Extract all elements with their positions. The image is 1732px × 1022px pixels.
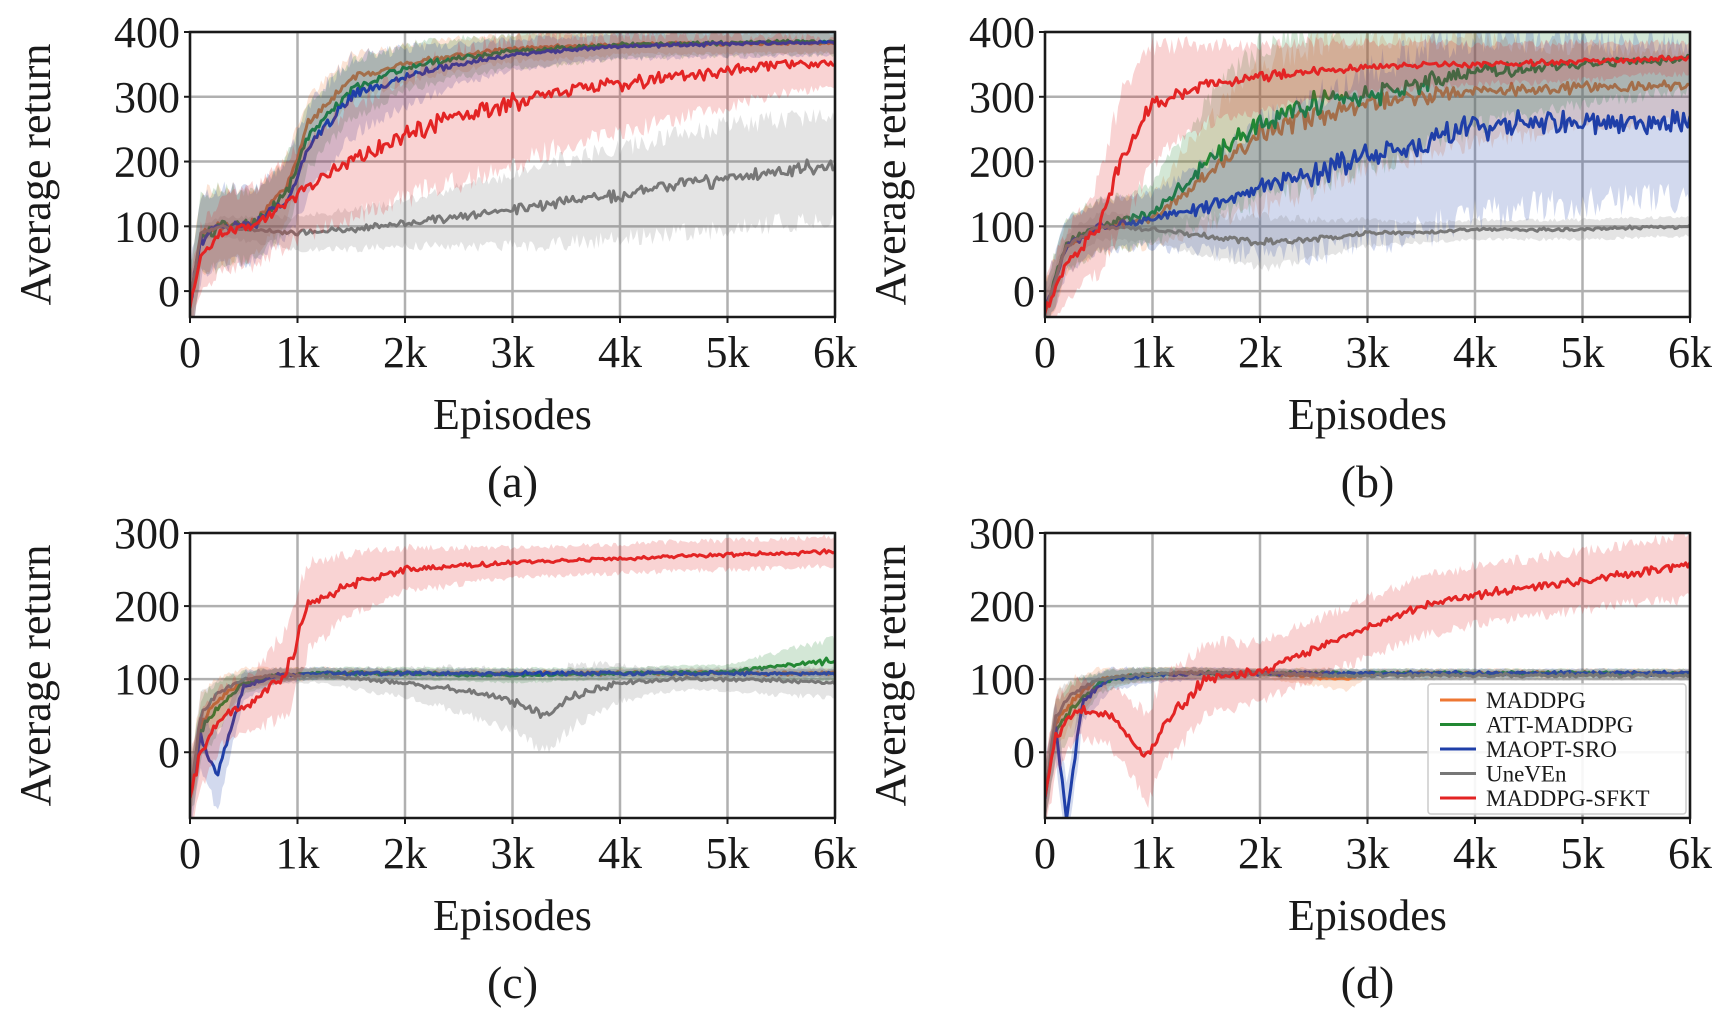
y-tick-label: 300 — [114, 73, 180, 122]
series-band-uneven — [1045, 666, 1690, 815]
y-axis-label: Average return — [866, 44, 915, 306]
x-tick-label: 5k — [706, 829, 750, 878]
series-band-att-maddpg — [1045, 32, 1690, 317]
series-band-maddpg-sfkt — [190, 534, 835, 818]
x-tick-label: 6k — [813, 328, 857, 377]
x-tick-label: 6k — [1668, 328, 1712, 377]
legend-label: MADDPG-SFKT — [1486, 786, 1650, 811]
x-tick-label: 0 — [179, 829, 201, 878]
y-tick-label: 400 — [114, 8, 180, 57]
x-tick-label: 4k — [1453, 328, 1497, 377]
y-tick-label: 300 — [969, 73, 1035, 122]
panel-caption: (c) — [487, 957, 538, 1008]
x-tick-label: 5k — [706, 328, 750, 377]
series-band-att-maddpg — [190, 32, 835, 317]
y-tick-label: 200 — [969, 138, 1035, 187]
series-line-maddpg-sfkt — [190, 59, 835, 309]
x-tick-label: 2k — [383, 829, 427, 878]
y-tick-label: 100 — [114, 202, 180, 251]
y-tick-label: 0 — [1013, 728, 1035, 777]
x-tick-label: 0 — [1034, 829, 1056, 878]
chart-panel-d: 0 1k 2k 3k 4k 5k 6k 0 100 200 300 Episodes Average r… — [866, 509, 1712, 1008]
series-line-maddpg-sfkt — [190, 548, 835, 799]
x-tick-label: 1k — [1131, 829, 1175, 878]
series-band-maddpg-sfkt — [1045, 36, 1690, 317]
y-tick-label: 100 — [969, 655, 1035, 704]
y-axis-label: Average return — [866, 545, 915, 807]
series-band-maopt-sro — [190, 32, 835, 317]
x-axis-label: Episodes — [1288, 390, 1447, 439]
series-band-maddpg — [1045, 32, 1690, 317]
legend-box — [1427, 683, 1687, 815]
y-tick-label: 100 — [114, 655, 180, 704]
series-band-maddpg-sfkt — [190, 32, 835, 317]
series-line-maddpg-sfkt — [1045, 54, 1690, 314]
legend-label: MADDPG — [1486, 688, 1586, 713]
y-tick-label: 0 — [158, 728, 180, 777]
y-tick-label: 100 — [969, 202, 1035, 251]
y-tick-label: 300 — [969, 509, 1035, 558]
x-tick-label: 6k — [1668, 829, 1712, 878]
y-tick-label: 400 — [969, 8, 1035, 57]
series-line-maopt-sro — [1045, 109, 1690, 310]
x-tick-label: 0 — [1034, 328, 1056, 377]
legend-label: UneVEn — [1486, 762, 1567, 787]
y-axis-label: Average return — [11, 545, 60, 807]
panel-caption: (d) — [1341, 957, 1395, 1008]
plot-area — [1045, 32, 1690, 317]
series-line-att-maddpg — [1045, 53, 1690, 311]
chart-panel-b: 0 1k 2k 3k 4k 5k 6k 0 100 200 300 400 Episodes Averag… — [866, 8, 1712, 507]
y-tick-label: 300 — [114, 509, 180, 558]
series-line-maopt-sro — [190, 39, 835, 305]
x-tick-label: 0 — [179, 328, 201, 377]
x-tick-label: 2k — [1238, 328, 1282, 377]
x-tick-label: 2k — [383, 328, 427, 377]
legend: MADDPGATT-MADDPGMAOPT-SROUneVEnMADDPG-SF… — [1427, 683, 1687, 815]
legend-label: MAOPT-SRO — [1486, 737, 1617, 762]
y-tick-label: 0 — [1013, 267, 1035, 316]
x-tick-label: 3k — [491, 328, 535, 377]
x-tick-label: 3k — [1346, 829, 1390, 878]
chart-panel-c: 0 1k 2k 3k 4k 5k 6k 0 100 200 300 Episodes Average r… — [11, 509, 857, 1008]
x-axis-label: Episodes — [433, 891, 592, 940]
x-axis-label: Episodes — [1288, 891, 1447, 940]
plot-area — [1045, 533, 1690, 818]
series-line-uneven — [190, 158, 835, 304]
x-tick-label: 4k — [598, 829, 642, 878]
chart-panel-a: 0 1k 2k 3k 4k 5k 6k 0 100 200 300 400 Episodes Averag… — [11, 8, 857, 507]
panel-caption: (b) — [1341, 456, 1395, 507]
x-tick-label: 3k — [491, 829, 535, 878]
series-band-maopt-sro — [1045, 32, 1690, 317]
x-tick-label: 3k — [1346, 328, 1390, 377]
legend-label: ATT-MADDPG — [1486, 713, 1633, 738]
x-tick-label: 4k — [1453, 829, 1497, 878]
series-line-uneven — [1045, 223, 1690, 311]
series-line-maddpg — [1045, 79, 1690, 313]
plot-area — [190, 32, 835, 317]
y-tick-label: 200 — [114, 582, 180, 631]
series-band-maddpg-sfkt — [1045, 533, 1690, 818]
y-tick-label: 200 — [114, 138, 180, 187]
plot-area — [190, 534, 835, 818]
panel-caption: (a) — [487, 456, 538, 507]
series-line-uneven — [190, 672, 835, 799]
series-line-maddpg-sfkt — [1045, 561, 1690, 797]
x-tick-label: 6k — [813, 829, 857, 878]
series-band-maopt-sro — [1045, 666, 1690, 818]
x-tick-label: 5k — [1561, 328, 1605, 377]
x-tick-label: 5k — [1561, 829, 1605, 878]
x-tick-label: 1k — [1131, 328, 1175, 377]
x-axis-label: Episodes — [433, 390, 592, 439]
y-axis-label: Average return — [11, 44, 60, 306]
x-tick-label: 1k — [276, 328, 320, 377]
y-tick-label: 0 — [158, 267, 180, 316]
series-line-uneven — [1045, 669, 1690, 798]
x-tick-label: 2k — [1238, 829, 1282, 878]
x-tick-label: 1k — [276, 829, 320, 878]
x-tick-label: 4k — [598, 328, 642, 377]
y-tick-label: 200 — [969, 582, 1035, 631]
